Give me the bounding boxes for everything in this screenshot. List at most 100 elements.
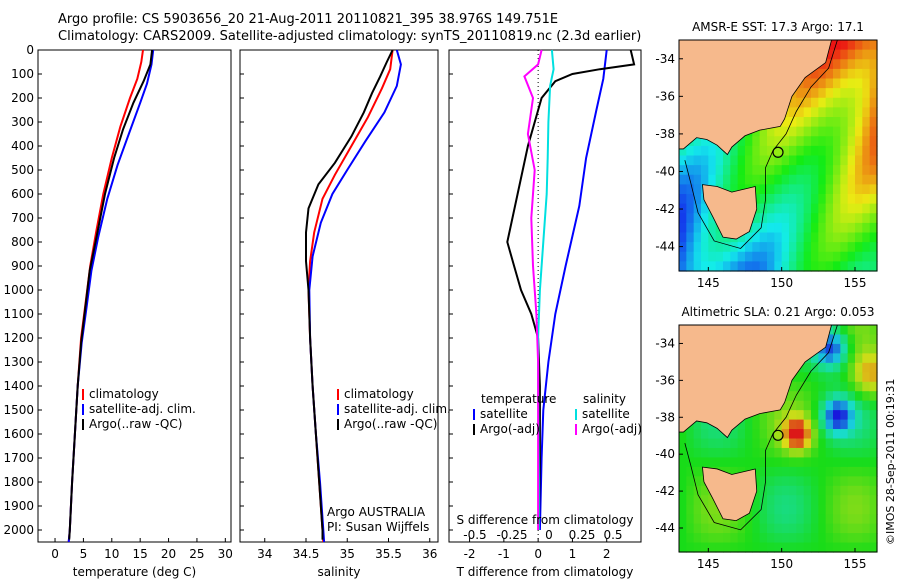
x-tick-label: 34.5 bbox=[293, 547, 320, 561]
map-cell bbox=[701, 542, 709, 553]
map-x-tick-label: 145 bbox=[697, 276, 720, 290]
map-cell bbox=[693, 476, 702, 487]
map-cell bbox=[840, 117, 849, 128]
map-cell bbox=[789, 495, 797, 506]
map-cell bbox=[833, 203, 841, 214]
map-cell bbox=[847, 68, 856, 80]
map-cell bbox=[759, 419, 768, 430]
map-cell bbox=[833, 514, 841, 525]
map-cell bbox=[679, 457, 687, 468]
map-cell bbox=[833, 78, 841, 89]
map-cell bbox=[869, 542, 878, 553]
map-cell bbox=[723, 523, 731, 534]
map-cell bbox=[818, 251, 827, 262]
map-cell bbox=[811, 381, 819, 392]
x-tick-label: 0 bbox=[51, 547, 59, 561]
map-cell bbox=[811, 372, 819, 383]
map-cell bbox=[825, 485, 834, 496]
map-cell bbox=[781, 155, 790, 166]
map-cell bbox=[869, 391, 878, 402]
map-cell bbox=[869, 165, 878, 176]
annotation-text: Argo AUSTRALIA bbox=[327, 505, 426, 519]
map-cell bbox=[869, 504, 878, 515]
map-cell bbox=[693, 438, 702, 449]
map-cell bbox=[803, 400, 812, 411]
map-cell bbox=[840, 391, 849, 402]
map-cell bbox=[862, 325, 871, 336]
map-cell bbox=[855, 419, 863, 430]
map-cell bbox=[855, 514, 863, 525]
map-cell bbox=[847, 184, 856, 195]
map-cell bbox=[774, 194, 783, 205]
map-cell bbox=[723, 184, 731, 195]
x-tick-label: -2 bbox=[464, 547, 476, 561]
map-cell bbox=[781, 476, 790, 487]
map-cell bbox=[737, 447, 746, 459]
map-cell bbox=[862, 400, 871, 411]
map-cell bbox=[796, 447, 805, 459]
map-cell bbox=[723, 466, 731, 477]
map-cell bbox=[715, 261, 724, 272]
map-cell bbox=[833, 49, 841, 60]
map-cell bbox=[803, 381, 812, 392]
map-cell bbox=[833, 495, 841, 506]
map-cell bbox=[781, 174, 790, 185]
map-cell bbox=[789, 213, 797, 224]
map-cell bbox=[679, 222, 687, 234]
map-cell bbox=[767, 466, 775, 477]
x-tick-label: 15 bbox=[133, 547, 148, 561]
map-cell bbox=[840, 466, 849, 477]
map-cell bbox=[825, 523, 834, 534]
map-cell bbox=[774, 466, 783, 477]
map-cell bbox=[701, 485, 709, 496]
map-cell bbox=[767, 533, 775, 544]
map-cell bbox=[847, 381, 856, 392]
map-cell bbox=[869, 68, 878, 80]
map-cell bbox=[789, 419, 797, 430]
map-cell bbox=[869, 362, 878, 373]
map-cell bbox=[679, 145, 687, 157]
map-cell bbox=[840, 78, 849, 89]
map-cell bbox=[767, 242, 775, 253]
map-cell bbox=[693, 457, 702, 468]
map-cell bbox=[730, 155, 739, 166]
map-cell bbox=[811, 232, 819, 243]
map-cell bbox=[693, 232, 702, 243]
argo-position-marker bbox=[772, 429, 784, 441]
map-cell bbox=[745, 438, 753, 449]
map-cell bbox=[811, 362, 819, 373]
map-cell bbox=[855, 184, 863, 195]
map-cell bbox=[811, 400, 819, 411]
map-cell bbox=[818, 68, 827, 80]
map-cell bbox=[862, 145, 871, 157]
map-cell bbox=[796, 429, 805, 440]
map-cell bbox=[825, 117, 834, 128]
map-cell bbox=[825, 126, 834, 137]
map-cell bbox=[752, 447, 761, 459]
map-cell bbox=[796, 523, 805, 534]
map-cell bbox=[855, 410, 863, 421]
map-cell bbox=[847, 391, 856, 402]
map-cell bbox=[811, 126, 819, 137]
map-cell bbox=[781, 232, 790, 243]
secondary-tick-label: -0.5 bbox=[463, 528, 486, 542]
map-cell bbox=[701, 261, 709, 272]
map-cell bbox=[774, 145, 783, 157]
map-cell bbox=[818, 232, 827, 243]
map-cell bbox=[862, 251, 871, 262]
map-cell bbox=[701, 242, 709, 253]
map-cell bbox=[701, 504, 709, 515]
map-cell bbox=[752, 457, 761, 468]
map-cell bbox=[730, 457, 739, 468]
map-cell bbox=[840, 194, 849, 205]
map-cell bbox=[833, 542, 841, 553]
map-cell bbox=[840, 232, 849, 243]
map-cell bbox=[759, 542, 768, 553]
map-cell bbox=[855, 174, 863, 185]
map-cell bbox=[840, 410, 849, 421]
map-y-tick-label: -34 bbox=[655, 52, 675, 66]
map-cell bbox=[745, 419, 753, 430]
map-cell bbox=[781, 261, 790, 272]
map-cell bbox=[818, 97, 827, 108]
map-cell bbox=[789, 261, 797, 272]
